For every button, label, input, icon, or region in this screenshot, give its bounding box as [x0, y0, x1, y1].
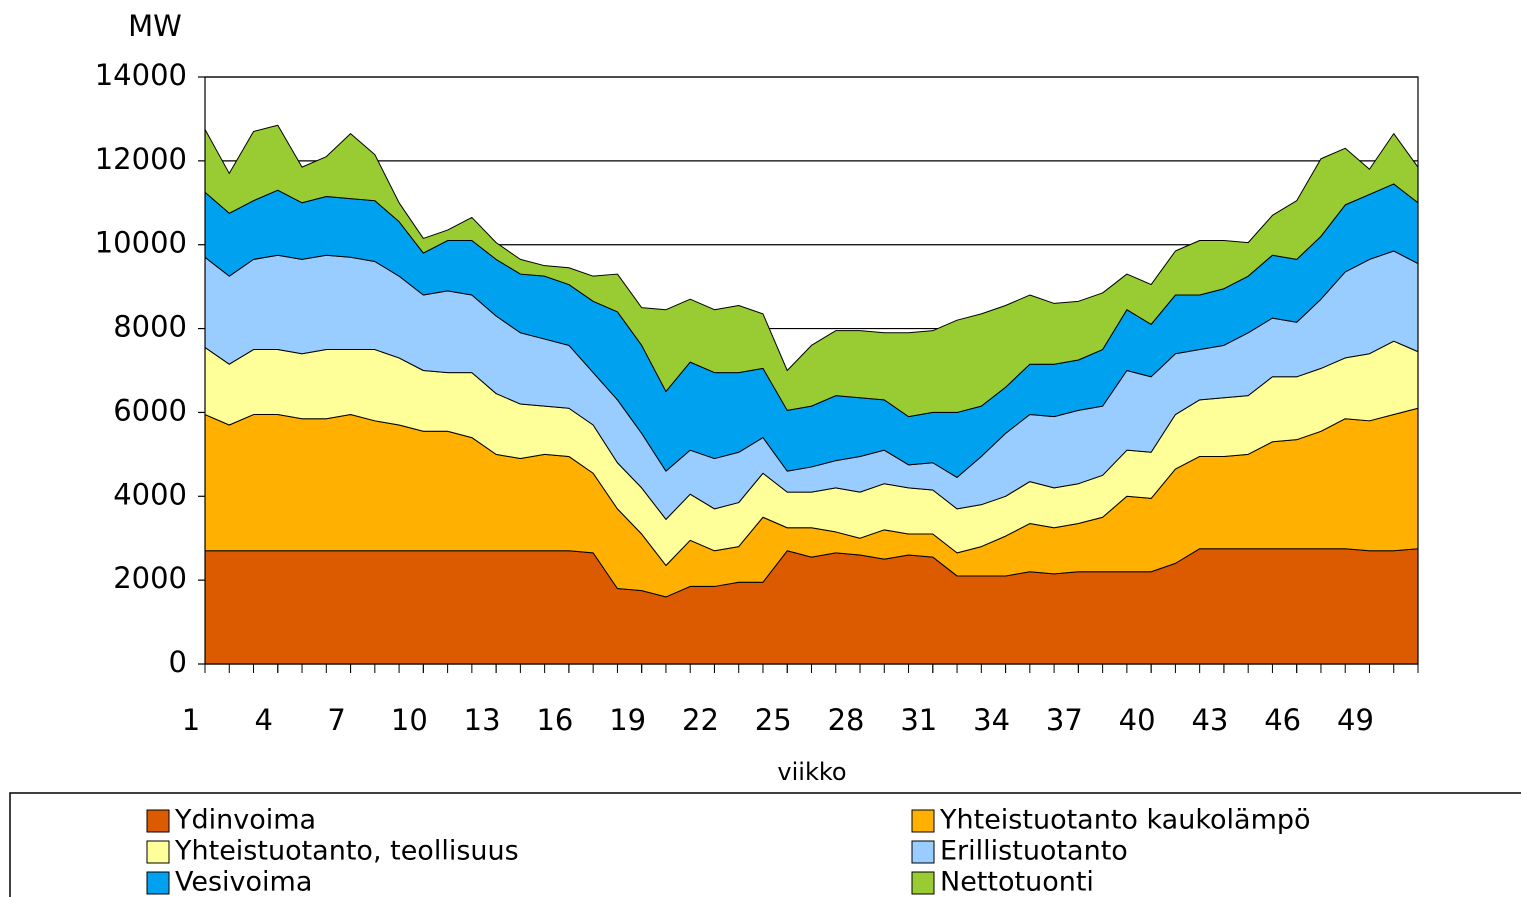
x-tick-label: 22 — [682, 703, 719, 737]
legend-box — [9, 792, 1521, 897]
x-tick-label: 46 — [1264, 703, 1301, 737]
x-tick-label: 31 — [900, 703, 937, 737]
x-tick-label: 1 — [182, 703, 200, 737]
x-tick-label: 28 — [828, 703, 865, 737]
x-tick-label: 43 — [1191, 703, 1228, 737]
x-tick-label: 19 — [609, 703, 646, 737]
y-tick-label: 6000 — [113, 393, 187, 427]
x-tick-label: 49 — [1337, 703, 1374, 737]
y-tick-label: 4000 — [113, 477, 187, 511]
x-tick-label: 40 — [1119, 703, 1156, 737]
legend-label: Vesivoima — [175, 867, 312, 897]
x-tick-label: 16 — [536, 703, 573, 737]
x-axis-label: viikko — [777, 758, 846, 786]
y-tick-label: 14000 — [95, 58, 187, 92]
x-tick-label: 10 — [391, 703, 428, 737]
x-tick-label: 34 — [973, 703, 1010, 737]
legend-swatch — [911, 840, 935, 864]
legend-label: Erillistuotanto — [940, 836, 1128, 867]
legend-label: Yhteistuotanto, teollisuus — [174, 836, 519, 867]
y-tick-label: 0 — [169, 645, 187, 679]
x-tick-label: 7 — [327, 703, 345, 737]
legend-label: Ydinvoima — [174, 805, 316, 836]
area — [204, 548, 1419, 665]
legend-label: Yhteistuotanto kaukolämpö — [939, 805, 1311, 836]
y-axis-label: MW — [128, 9, 182, 43]
legend-swatch — [146, 871, 170, 895]
y-tick-label: 10000 — [95, 226, 187, 260]
legend-swatch — [146, 840, 170, 864]
legend-label: Nettotuonti — [940, 867, 1094, 897]
x-tick-label: 13 — [464, 703, 501, 737]
y-tick-label: 8000 — [113, 310, 187, 344]
x-tick-label: 37 — [1046, 703, 1083, 737]
x-tick-label: 25 — [755, 703, 792, 737]
y-tick-label: 12000 — [95, 142, 187, 176]
x-tick-label: 4 — [255, 703, 273, 737]
y-tick-label: 2000 — [113, 561, 187, 595]
legend-swatch — [911, 809, 935, 833]
legend-swatch — [911, 871, 935, 895]
legend-swatch — [146, 809, 170, 833]
